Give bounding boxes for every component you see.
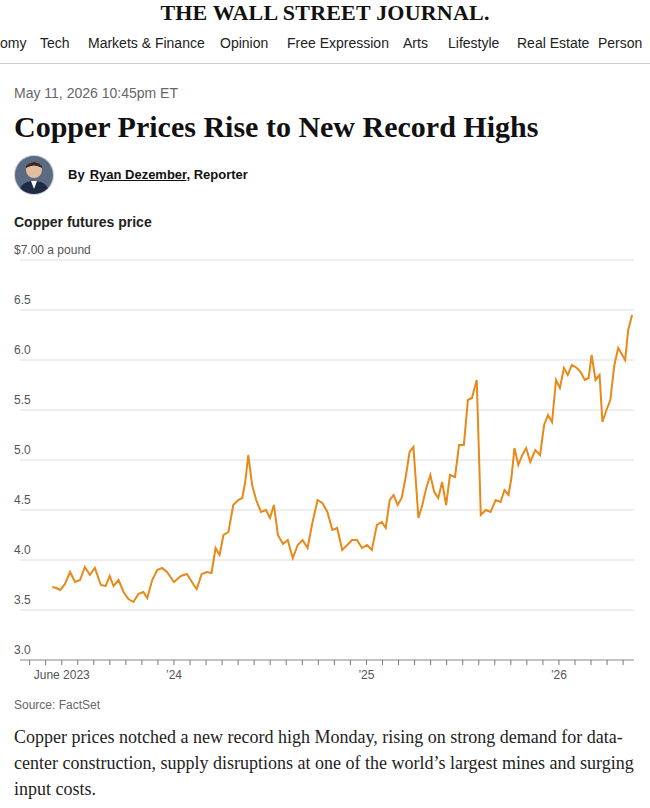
html-text:Arts: Arts: [403, 35, 428, 51]
svg-text:6.5: 6.5: [14, 293, 31, 307]
html-text:Lifestyle: Lifestyle: [448, 35, 500, 51]
html-text:By Ryan Dezember, Reporter: By Ryan Dezember, Reporter: [68, 167, 248, 182]
html-text:omy: omy: [0, 35, 27, 51]
svg-text:6.0: 6.0: [14, 343, 31, 357]
svg-text:4.0: 4.0: [14, 543, 31, 557]
svg-text:’24: ’24: [166, 668, 182, 682]
html-text:Copper futures price: Copper futures price: [14, 214, 152, 230]
html-text:May 11, 2026 10:45pm ET: May 11, 2026 10:45pm ET: [14, 85, 178, 101]
svg-text:5.0: 5.0: [14, 443, 31, 457]
svg-text:3.0: 3.0: [14, 643, 31, 657]
html-text:Copper prices notched a new re: Copper prices notched a new record high …: [14, 727, 634, 799]
svg-text:5.5: 5.5: [14, 393, 31, 407]
svg-text:June 2023: June 2023: [34, 668, 90, 682]
html-text:Source: FactSet: Source: FactSet: [14, 698, 100, 712]
html-text:Tech: Tech: [40, 35, 70, 51]
html-text:Copper Prices Rise to New Reco: Copper Prices Rise to New Record Highs: [14, 110, 539, 143]
svg-text:3.5: 3.5: [14, 593, 31, 607]
html-text:Markets & Finance: Markets & Finance: [88, 35, 205, 51]
html-text:Real Estate: Real Estate: [517, 35, 590, 51]
svg-text:4.5: 4.5: [14, 493, 31, 507]
svg-text:’26: ’26: [551, 668, 567, 682]
svg-text:$7.00 a pound: $7.00 a pound: [14, 243, 91, 257]
html-text:Person: Person: [598, 35, 643, 51]
html-text:Opinion: Opinion: [220, 35, 269, 51]
html-text:THE WALL STREET JOURNAL.: THE WALL STREET JOURNAL.: [160, 0, 490, 25]
html-text:Free Expression: Free Expression: [287, 35, 389, 51]
svg-text:’25: ’25: [358, 668, 374, 682]
